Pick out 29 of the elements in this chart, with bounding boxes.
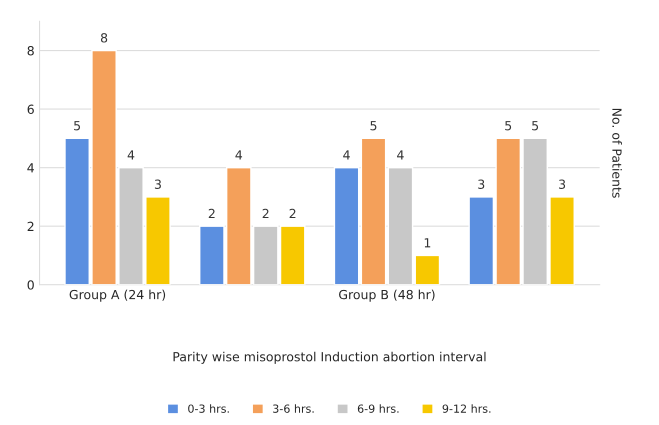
- data-label: 5: [532, 121, 538, 130]
- x-tick-label: Group A (24 hr): [70, 290, 166, 302]
- y-tick-label: 6: [28, 104, 34, 114]
- data-label: 5: [505, 121, 512, 130]
- legend-label: 6-9 hrs.: [358, 404, 398, 413]
- data-label: 3: [154, 179, 161, 189]
- data-label: 1: [424, 238, 430, 248]
- data-label: 5: [74, 121, 80, 130]
- data-label: 4: [128, 150, 134, 160]
- y-tick-label: 2: [28, 222, 34, 231]
- legend-label: 3-6 hrs.: [273, 404, 314, 413]
- legend-label: 0-3 hrs.: [188, 404, 229, 413]
- y-tick-label: 4: [27, 163, 34, 172]
- data-label: 8: [100, 33, 108, 43]
- data-label: 2: [208, 208, 215, 218]
- data-label: 4: [397, 150, 404, 160]
- x-axis-title: Parity wise misoprostol Induction abortion interval: [174, 352, 486, 364]
- y-tick-label: 8: [28, 46, 34, 56]
- y-axis-title: No. of Patients: [612, 108, 622, 198]
- x-tick-label: Group B (48 hr): [339, 290, 435, 302]
- legend-label: 9-12 hrs.: [442, 404, 490, 413]
- data-label: 2: [290, 208, 296, 218]
- data-label: 3: [478, 179, 484, 189]
- data-label: 4: [343, 150, 350, 160]
- data-label: 4: [235, 150, 242, 160]
- data-label: 2: [262, 208, 268, 218]
- data-label: 5: [370, 121, 376, 130]
- data-label: 3: [559, 179, 566, 189]
- y-tick-label: 0: [28, 280, 34, 290]
